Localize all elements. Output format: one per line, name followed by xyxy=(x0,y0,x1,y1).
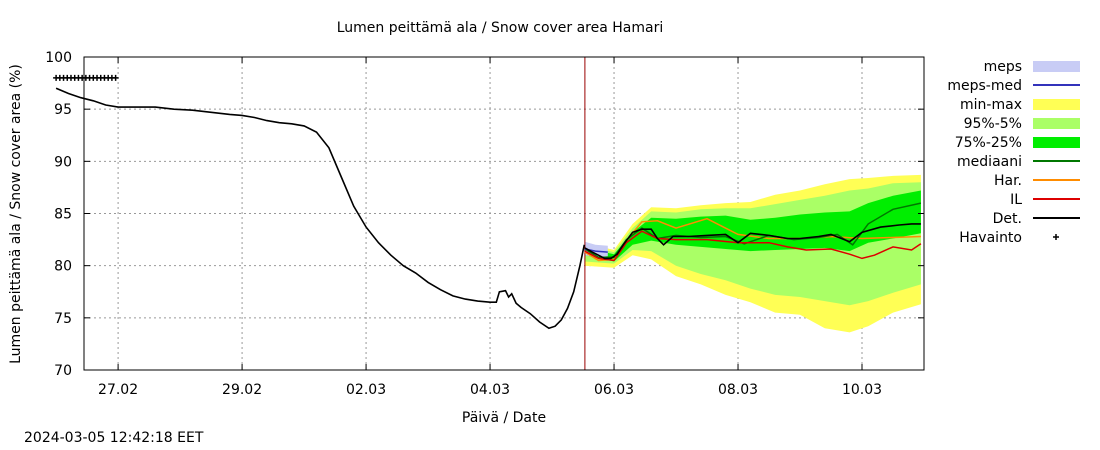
generated-timestamp: 2024-03-05 12:42:18 EET xyxy=(24,430,204,446)
legend-swatch xyxy=(1033,61,1080,72)
series-det-forecast xyxy=(584,223,921,260)
y-axis-ticks: 70 75 80 85 90 95 100 xyxy=(45,50,924,379)
legend-swatch xyxy=(1033,118,1080,129)
legend-label: Det. xyxy=(993,211,1022,227)
y-axis-label: Lumen peittämä ala / Snow cover area (%) xyxy=(8,64,24,364)
legend-label: mediaani xyxy=(957,154,1022,170)
x-tick-label: 04.03 xyxy=(470,382,510,398)
y-tick-label: 85 xyxy=(54,207,72,223)
series-lines xyxy=(55,57,922,370)
chart-title: Lumen peittämä ala / Snow cover area Ham… xyxy=(337,20,664,36)
y-tick-label: 95 xyxy=(54,102,72,118)
y-tick-label: 75 xyxy=(54,311,72,327)
series-det-history xyxy=(55,87,586,330)
legend: meps meps-med min-max 95%-5% 75%-25% mediaani… xyxy=(947,59,1080,246)
observation-markers xyxy=(53,74,119,81)
x-tick-label: 06.03 xyxy=(594,382,634,398)
legend-label: 75%-25% xyxy=(955,135,1022,151)
series-il xyxy=(584,230,922,262)
legend-label: 95%-5% xyxy=(964,116,1022,132)
legend-label: Har. xyxy=(994,173,1022,189)
legend-swatch xyxy=(1053,234,1059,240)
legend-label: Havainto xyxy=(959,230,1022,246)
x-axis-label: Päivä / Date xyxy=(462,410,546,426)
y-tick-label: 100 xyxy=(45,50,72,66)
x-tick-label: 29.02 xyxy=(222,382,262,398)
legend-label: meps-med xyxy=(947,78,1022,94)
y-tick-label: 80 xyxy=(54,259,72,275)
legend-label: IL xyxy=(1010,192,1022,208)
x-tick-label: 02.03 xyxy=(346,382,386,398)
observation-point xyxy=(112,74,119,81)
legend-label: meps xyxy=(984,59,1022,75)
legend-label: min-max xyxy=(960,97,1022,113)
forecast-bands xyxy=(584,174,921,333)
legend-swatch xyxy=(1033,137,1080,148)
x-tick-label: 27.02 xyxy=(98,382,138,398)
x-tick-label: 10.03 xyxy=(842,382,882,398)
y-tick-label: 90 xyxy=(54,154,72,170)
legend-swatch xyxy=(1033,99,1080,110)
x-axis-ticks: 27.02 29.02 02.03 04.03 06.03 08.03 10.03 xyxy=(98,57,882,398)
band-75-25 xyxy=(584,190,921,262)
x-tick-label: 08.03 xyxy=(718,382,758,398)
y-tick-label: 70 xyxy=(54,363,72,379)
